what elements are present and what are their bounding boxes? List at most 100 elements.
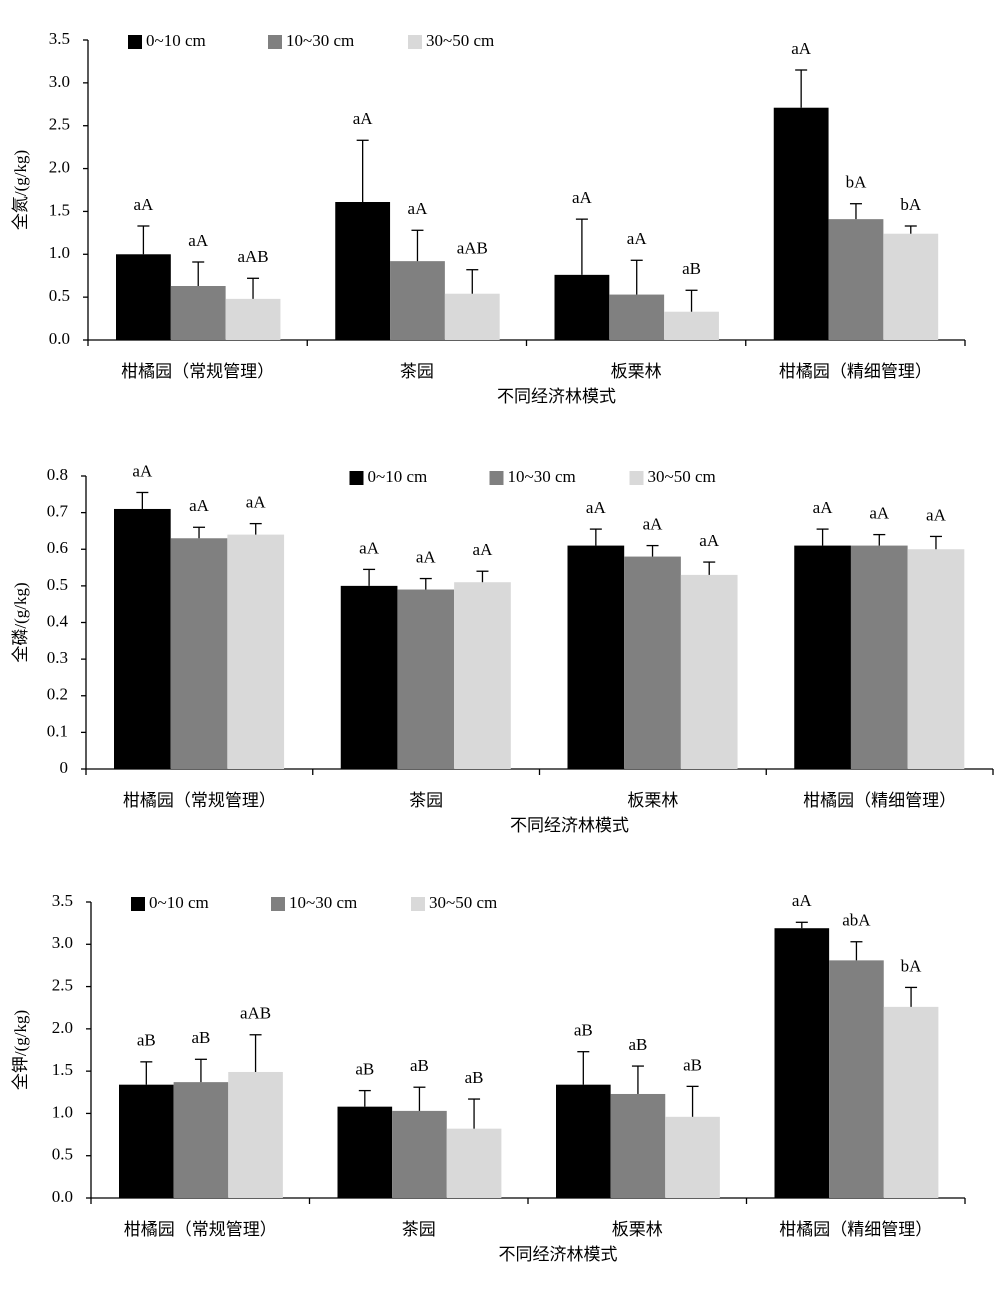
bar [444,293,500,340]
bar [609,294,665,340]
significance-label: aA [926,505,947,524]
bar [554,274,610,340]
legend-swatch [349,471,364,485]
y-tick-label: 1.5 [52,1060,73,1079]
significance-label: aA [189,496,210,515]
y-tick-label: 0 [60,758,69,777]
bar [624,556,681,769]
y-tick-label: 0.3 [47,648,68,667]
significance-label: aA [246,493,267,512]
y-tick-label: 1.0 [52,1102,73,1121]
bar [390,261,445,340]
y-axis-title: 全磷/(g/kg) [11,582,30,662]
significance-label: aB [191,1028,210,1047]
significance-label: aB [410,1056,429,1075]
y-tick-label: 0.5 [47,575,68,594]
y-tick-label: 3.5 [49,29,70,48]
significance-label: aA [643,514,664,533]
y-tick-label: 1.0 [49,243,70,262]
significance-label: aB [574,1021,593,1040]
legend-label: 30~50 cm [429,893,497,912]
legend-swatch [268,35,282,49]
bar [665,1116,720,1198]
significance-label: bA [846,173,868,192]
legend-swatch [408,35,422,49]
legend-swatch [629,471,644,485]
bar [556,1084,611,1198]
significance-label: aAB [240,1004,271,1023]
significance-label: aB [683,1055,702,1074]
legend-swatch [271,897,285,911]
x-axis-title: 不同经济林模式 [497,387,616,406]
y-axis-title: 全氮/(g/kg) [11,150,30,230]
bar [829,960,884,1198]
legend-swatch [411,897,425,911]
legend-label: 10~30 cm [508,467,576,486]
significance-label: aA [792,891,813,910]
y-tick-label: 0.1 [47,721,68,740]
bar [454,582,511,769]
legend-label: 0~10 cm [146,31,206,50]
x-tick-label: 板栗林 [612,1220,663,1239]
significance-label: aA [699,531,720,550]
bar [337,1106,393,1198]
significance-label: aAB [237,247,268,266]
significance-label: aB [465,1068,484,1087]
bar [116,254,171,340]
x-tick-label: 柑橘园（精细管理） [779,362,932,381]
x-tick-label: 茶园 [400,362,434,381]
y-tick-label: 2.5 [52,975,73,994]
significance-label: aA [133,195,154,214]
bar [828,219,884,340]
bar [170,538,228,769]
legend-swatch [128,35,142,49]
bar [664,311,719,340]
x-tick-label: 茶园 [409,791,443,810]
significance-label: abA [842,911,871,930]
bar [397,589,455,769]
bar [610,1093,666,1198]
x-tick-label: 柑橘园（常规管理） [121,362,274,381]
significance-label: aA [359,538,380,557]
legend-swatch [489,471,504,485]
y-tick-label: 3.0 [52,933,73,952]
y-tick-label: 0.6 [47,538,68,557]
significance-label: bA [900,195,922,214]
y-tick-label: 0.5 [52,1145,73,1164]
x-axis-title: 不同经济林模式 [499,1245,618,1264]
legend-label: 0~10 cm [368,467,428,486]
significance-label: bA [901,956,923,975]
bar [227,534,285,769]
y-tick-label: 0.4 [47,611,69,630]
significance-label: aA [813,498,834,517]
y-tick-label: 0.7 [47,502,69,521]
x-tick-label: 柑橘园（精细管理） [779,1220,932,1239]
legend-label: 10~30 cm [286,31,354,50]
bar [907,549,965,769]
legend-label: 0~10 cm [149,893,209,912]
y-tick-label: 0.8 [47,465,68,484]
y-tick-label: 1.5 [49,200,70,219]
significance-label: aA [791,39,812,58]
significance-label: aAB [457,239,488,258]
y-tick-label: 0.0 [49,329,70,348]
significance-label: aB [628,1035,647,1054]
bar [228,1071,283,1198]
bar [392,1110,447,1198]
y-axis-title: 全钾/(g/kg) [11,1010,30,1090]
x-tick-label: 板栗林 [627,791,678,810]
x-axis-title: 不同经济林模式 [510,816,629,835]
significance-label: aA [572,188,593,207]
x-tick-label: 板栗林 [611,362,662,381]
y-tick-label: 2.0 [49,157,70,176]
legend-swatch [131,897,145,911]
y-tick-label: 0.5 [49,286,70,305]
significance-label: aB [682,259,701,278]
bar [340,585,398,769]
x-tick-label: 柑橘园（常规管理） [123,791,276,810]
bar [567,545,625,769]
bar [850,545,908,769]
bar [883,233,939,340]
